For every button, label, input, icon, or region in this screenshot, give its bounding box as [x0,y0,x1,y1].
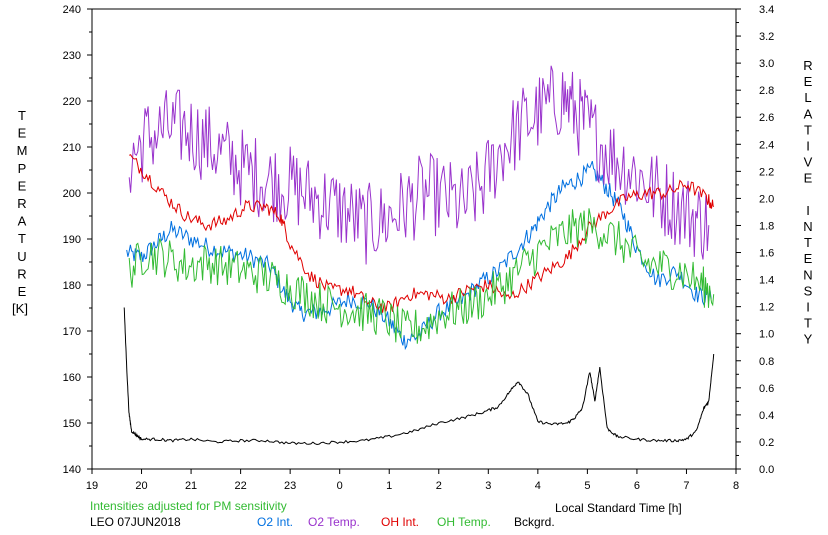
right-tick-label: 2.8 [759,85,774,97]
right-tick-label: 2.2 [759,166,774,178]
right-tick-label: 1.8 [759,220,774,232]
right-axis-label-letter: T [804,235,812,250]
right-axis-label-letter: I [806,139,810,154]
right-tick-label: 0.8 [759,356,774,368]
left-axis-unit: [K] [12,301,28,316]
right-axis-label-letter: S [804,283,813,298]
right-axis-label-letter: N [803,219,812,234]
left-tick-label: 200 [63,188,81,200]
left-axis-label-letter: R [17,266,26,281]
right-axis-label-letter: I [806,300,810,315]
x-tick-label: 6 [634,480,640,492]
right-axis-label-letter: I [806,203,810,218]
right-tick-label: 1.6 [759,248,774,260]
right-tick-label: 1.4 [759,275,774,287]
left-tick-label: 160 [63,372,81,384]
series-line-oh-temp [128,208,715,344]
series-lines [123,65,715,446]
right-tick-label: 3.4 [759,4,774,16]
left-tick-label: 140 [63,464,81,476]
x-tick-label: 2 [436,480,442,492]
left-axis-label-letter: T [18,231,26,246]
x-tick-label: 22 [234,480,246,492]
right-tick-label: 1.0 [759,329,774,341]
series-line-bckgrd [123,307,715,446]
legend-item-bckgrd: Bckgrd. [514,515,555,529]
x-tick-label: 8 [733,480,739,492]
x-tick-label: 20 [135,480,147,492]
right-tick-label: 2.4 [759,139,774,151]
right-axis-label-letter: E [804,171,813,186]
legend-item-oh-temp: OH Temp. [437,515,491,529]
pm-sensitivity-note: Intensities adjusted for PM sensitivity [90,499,287,513]
x-axis-ticks: 19 20 21 22 23 0 1 2 3 4 5 6 7 8 [86,469,739,492]
left-tick-label: 150 [63,418,81,430]
right-tick-label: 0.0 [759,464,774,476]
right-axis-label-letter: T [804,316,812,331]
right-tick-label: 2.0 [759,193,774,205]
x-tick-label: 3 [485,480,491,492]
right-tick-label: 2.6 [759,112,774,124]
left-axis-label-letter: U [17,249,26,264]
left-tick-label: 220 [63,96,81,108]
left-tick-label: 180 [63,280,81,292]
legend-item-o2-int: O2 Int. [257,515,294,529]
left-tick-label: 230 [63,50,81,62]
series-line-oh-int [129,154,715,313]
right-tick-label: 0.6 [759,383,774,395]
left-axis-label-letter: E [18,126,27,141]
right-axis-label-letter: T [804,122,812,137]
series-line-o2-int [126,160,712,351]
left-tick-label: 170 [63,326,81,338]
x-tick-label: 23 [284,480,296,492]
left-tick-label: 190 [63,234,81,246]
right-axis-label-letter: Y [804,332,813,347]
right-axis-label-letter: E [804,251,813,266]
right-tick-label: 1.2 [759,302,774,314]
right-tick-label: 0.4 [759,410,774,422]
left-tick-label: 240 [63,4,81,16]
right-axis-label-letter: R [803,58,812,73]
x-tick-label: 19 [86,480,98,492]
station-date: LEO 07JUN2018 [90,515,181,529]
right-axis-label-letter: A [804,106,813,121]
x-tick-label: 4 [535,480,541,492]
left-axis-ticks: 140 150 160 170 180 190 200 210 220 230 240 [63,4,92,476]
x-tick-label: 1 [386,480,392,492]
x-tick-label: 0 [337,480,343,492]
right-axis-label-letter: N [803,267,812,282]
right-axis-label-letter: V [804,155,813,170]
right-axis-label-letter: L [804,90,811,105]
left-axis-label-letter: R [17,196,26,211]
x-tick-label: 7 [683,480,689,492]
left-tick-label: 210 [63,142,81,154]
left-axis-label-letter: E [18,284,27,299]
right-tick-label: 0.2 [759,437,774,449]
legend-item-o2-temp: O2 Temp. [308,515,360,529]
left-axis-label-letter: M [17,143,28,158]
x-axis-label: Local Standard Time [h] [555,501,682,515]
right-axis-ticks: 0.0 0.2 0.4 0.6 0.8 1.0 1.2 1.4 1.6 1.8 2.0 2.2 2.4 2… [736,4,774,476]
left-axis-label-letter: A [18,214,27,229]
right-tick-label: 3.2 [759,31,774,43]
legend-item-oh-int: OH Int. [381,515,420,529]
x-tick-label: 21 [185,480,197,492]
left-axis-label-letter: P [18,161,27,176]
right-axis-label-letter: E [804,74,813,89]
series-line-o2-temp [128,65,710,265]
x-tick-label: 5 [584,480,590,492]
left-axis-label-letter: E [18,178,27,193]
left-axis-label-letter: T [18,108,26,123]
right-tick-label: 3.0 [759,58,774,70]
